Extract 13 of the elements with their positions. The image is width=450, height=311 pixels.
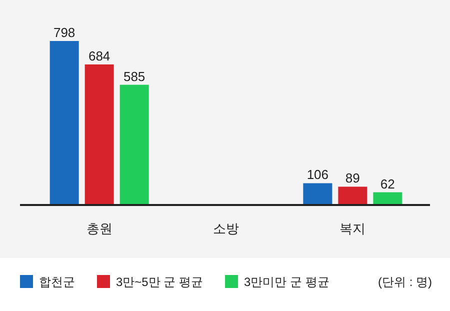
data-label: 798	[53, 25, 76, 40]
data-label: 684	[88, 48, 110, 64]
legend-label: 3만미만 군 평균	[244, 275, 330, 289]
data-label: 585	[123, 68, 146, 84]
x-tick-label: 소방	[213, 221, 239, 236]
x-tick-label: 총원	[86, 221, 112, 236]
legend-label: 합천군	[39, 275, 75, 289]
data-label: 62	[380, 176, 395, 192]
text: (단위 : 명)	[378, 275, 432, 289]
legend-label: 3만~5만 군 평균	[116, 275, 204, 289]
data-label: 106	[306, 167, 329, 182]
x-tick-label: 복지	[340, 221, 366, 236]
data-label: 89	[345, 170, 360, 186]
